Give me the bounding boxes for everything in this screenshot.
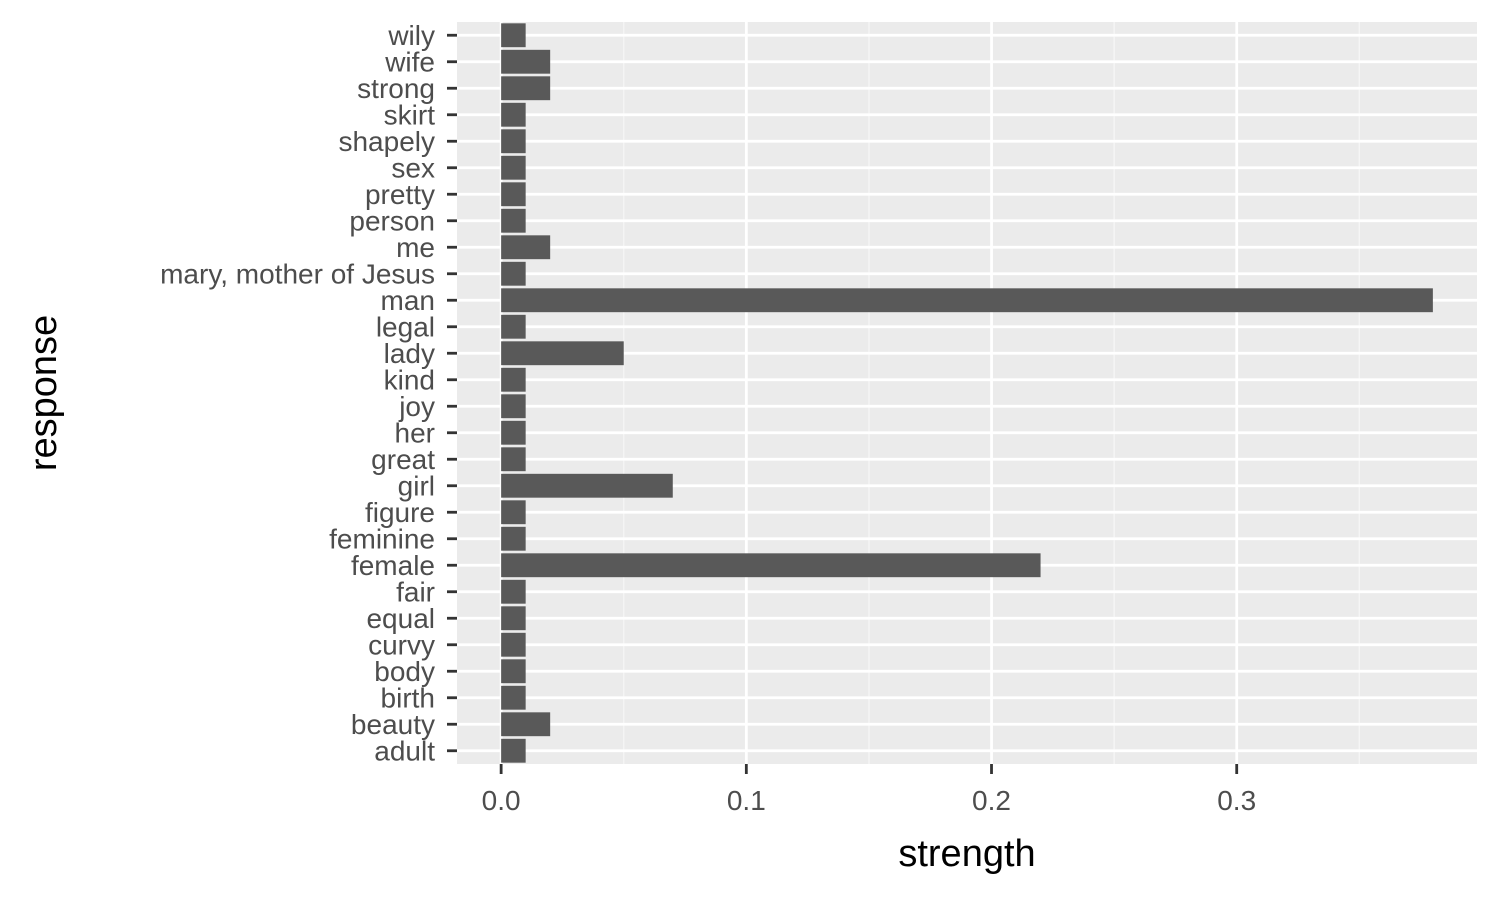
y-tick-label: me — [396, 232, 435, 263]
grid-lines — [457, 22, 1477, 764]
y-tick-label: kind — [384, 364, 435, 395]
bar-lady — [501, 341, 624, 366]
bars — [501, 23, 1433, 763]
bar-strong — [501, 76, 551, 101]
y-tick-label: adult — [374, 735, 435, 766]
bar-curvy — [501, 632, 526, 657]
x-tick-label: 0.2 — [972, 785, 1011, 816]
y-tick-label: her — [395, 417, 435, 448]
bar-me — [501, 235, 551, 260]
y-tick-label: figure — [365, 497, 435, 528]
plot-panel — [457, 22, 1477, 764]
y-tick-label: mary, mother of Jesus — [160, 258, 435, 289]
y-tick-label: great — [371, 444, 435, 475]
bar-sex — [501, 155, 526, 180]
bar-man — [501, 288, 1433, 313]
bar-her — [501, 420, 526, 445]
y-tick-label: man — [381, 285, 435, 316]
bar-legal — [501, 314, 526, 339]
y-tick-label: equal — [366, 603, 435, 634]
y-tick-label: feminine — [329, 523, 435, 554]
y-tick-label: legal — [376, 311, 435, 342]
y-tick-label: lady — [384, 338, 435, 369]
bar-birth — [501, 685, 526, 710]
y-tick-label: wily — [387, 20, 435, 51]
bar-joy — [501, 394, 526, 419]
x-tick-label: 0.1 — [727, 785, 766, 816]
y-tick-label: curvy — [368, 629, 435, 660]
bar-skirt — [501, 102, 526, 127]
y-tick-label: skirt — [384, 99, 436, 130]
bar-feminine — [501, 526, 526, 551]
x-axis-title: strength — [898, 833, 1035, 875]
y-tick-label: pretty — [365, 179, 435, 210]
bar-mary-mother-of-jesus — [501, 261, 526, 286]
x-tick-label: 0.3 — [1217, 785, 1256, 816]
y-axis-title: response — [23, 315, 65, 471]
bar-beauty — [501, 712, 551, 737]
y-axis: wilywifestrongskirtshapelysexprettyperso… — [160, 20, 457, 766]
y-tick-label: strong — [357, 73, 435, 104]
bar-body — [501, 659, 526, 684]
x-axis: 0.0 0.1 0.2 0.3 — [482, 764, 1256, 816]
y-tick-label: person — [349, 205, 435, 236]
bar-female — [501, 553, 1041, 578]
y-tick-label: fair — [396, 576, 435, 607]
bar-girl — [501, 473, 673, 498]
bar-person — [501, 208, 526, 233]
y-tick-label: wife — [384, 46, 435, 77]
y-tick-label: body — [374, 656, 435, 687]
y-tick-label: birth — [381, 682, 435, 713]
y-tick-label: sex — [391, 152, 435, 183]
y-tick-label: beauty — [351, 709, 435, 740]
bar-adult — [501, 738, 526, 763]
x-tick-label: 0.0 — [482, 785, 521, 816]
y-tick-label: shapely — [338, 126, 435, 157]
y-tick-label: girl — [398, 470, 435, 501]
bar-shapely — [501, 129, 526, 154]
bar-kind — [501, 367, 526, 392]
bar-great — [501, 447, 526, 472]
bar-pretty — [501, 182, 526, 207]
bar-wife — [501, 49, 551, 74]
bar-figure — [501, 500, 526, 525]
y-tick-label: female — [351, 550, 435, 581]
y-tick-label: joy — [398, 391, 435, 422]
bar-wily — [501, 23, 526, 48]
bar-fair — [501, 579, 526, 604]
bar-equal — [501, 606, 526, 631]
